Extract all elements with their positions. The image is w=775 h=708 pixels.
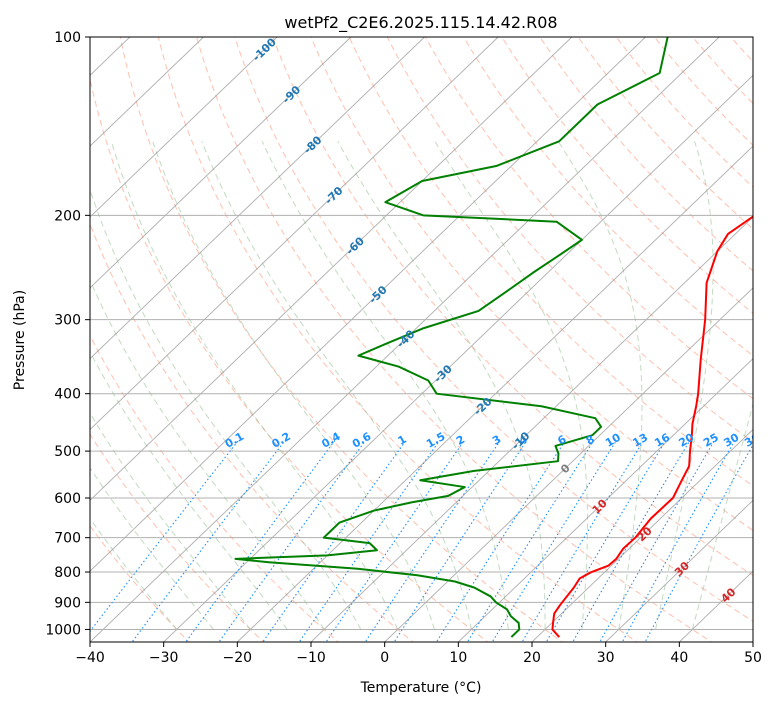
dry-adiabat-line (501, 37, 753, 314)
x-tick-label: 20 (523, 650, 541, 666)
dry-adiabat-line (119, 37, 564, 642)
plot-frame (89, 36, 754, 643)
dewpoint-profile-line (234, 37, 669, 638)
dry-adiabat-line (386, 37, 753, 443)
x-tick-label: 40 (670, 650, 688, 666)
mixing-ratio-line (364, 440, 501, 642)
moist-adiabat-line (90, 188, 362, 630)
dry-adiabat-line (539, 37, 753, 272)
moist-adiabat-line (557, 141, 643, 630)
isotherm-line (90, 37, 646, 572)
y-tick-label: 1000 (45, 622, 81, 638)
y-axis-label: Pressure (hPa) (12, 290, 28, 390)
mixing-ratio-line (131, 440, 286, 642)
dry-adiabat-line (272, 37, 753, 577)
moist-adiabat-line (337, 141, 546, 630)
axis-ticks: −40 −30 −20 −10 0 10 20 30 40 50 1000 900 800 700 600 5… (45, 30, 762, 666)
isotherm-line (605, 499, 753, 642)
isotherm-line (90, 37, 278, 218)
moist-adiabat-line (90, 466, 214, 630)
x-tick-label: −10 (296, 650, 326, 666)
mixing-ratio-line (572, 440, 691, 642)
dry-adiabat-line (348, 37, 753, 487)
mixing-ratio-line (435, 440, 566, 642)
moist-adiabat-line (201, 141, 472, 630)
moist-adiabat-line (90, 350, 288, 630)
y-tick-label: 600 (54, 491, 81, 507)
y-tick-label: 700 (54, 531, 81, 547)
dry-adiabat-line (653, 37, 753, 147)
x-tick-label: −20 (223, 650, 253, 666)
isotherm-line (310, 216, 753, 642)
mixing-ratio-line (262, 440, 407, 642)
isotherm-line (384, 287, 753, 642)
dry-adiabat-line (157, 37, 638, 642)
mixing-ratio-line (599, 440, 715, 642)
moist-adiabat-line (90, 412, 251, 630)
isotherm-line (90, 37, 204, 147)
y-tick-label: 100 (54, 30, 81, 46)
temperature-profile-line (551, 215, 753, 638)
x-tick-label: −30 (149, 650, 179, 666)
y-tick-label: 400 (54, 387, 81, 403)
profile-lines (234, 37, 753, 638)
mixing-ratio-line (393, 440, 528, 642)
y-tick-label: 200 (54, 208, 81, 224)
isotherm-line (90, 37, 573, 501)
background-lines (90, 37, 753, 642)
isotherm-line (531, 428, 753, 642)
moist-adiabat-line (655, 141, 714, 630)
moist-adiabat-line (261, 141, 509, 630)
isotherm-line (90, 37, 499, 431)
isotherm-line (90, 37, 425, 360)
mixing-ratio-line (545, 440, 667, 642)
y-tick-label: 800 (54, 565, 81, 581)
y-tick-label: 500 (54, 444, 81, 460)
mixing-ratio-line (644, 443, 753, 642)
isotherm-line (458, 358, 753, 642)
isotherm-line (163, 74, 753, 642)
moist-adiabat-line (152, 141, 436, 630)
mixing-ratio-label: 36 (742, 431, 762, 450)
x-tick-label: 10 (449, 650, 467, 666)
dry-adiabat-line (90, 76, 489, 642)
mixing-ratio-line (466, 440, 595, 642)
mixing-ratio-line (491, 440, 617, 642)
mixing-ratio-line (521, 440, 645, 642)
moist-adiabat-line (110, 141, 399, 630)
y-tick-label: 900 (54, 595, 81, 611)
x-tick-label: 0 (380, 650, 389, 666)
y-tick-label: 300 (54, 313, 81, 329)
x-tick-label: −40 (75, 650, 105, 666)
x-axis-label: Temperature (°C) (360, 680, 482, 696)
chart-title: wetPf2_C2E6.2025.115.14.42.R08 (284, 13, 557, 33)
isotherm-line (237, 145, 753, 642)
isotherm-line (90, 37, 352, 289)
x-tick-label: 30 (597, 650, 615, 666)
isotherm-line (90, 37, 720, 642)
x-tick-label: 50 (744, 650, 762, 666)
moist-adiabat-line (691, 402, 753, 630)
dry-adiabat-line (90, 433, 265, 642)
dry-adiabat-line (424, 37, 753, 400)
